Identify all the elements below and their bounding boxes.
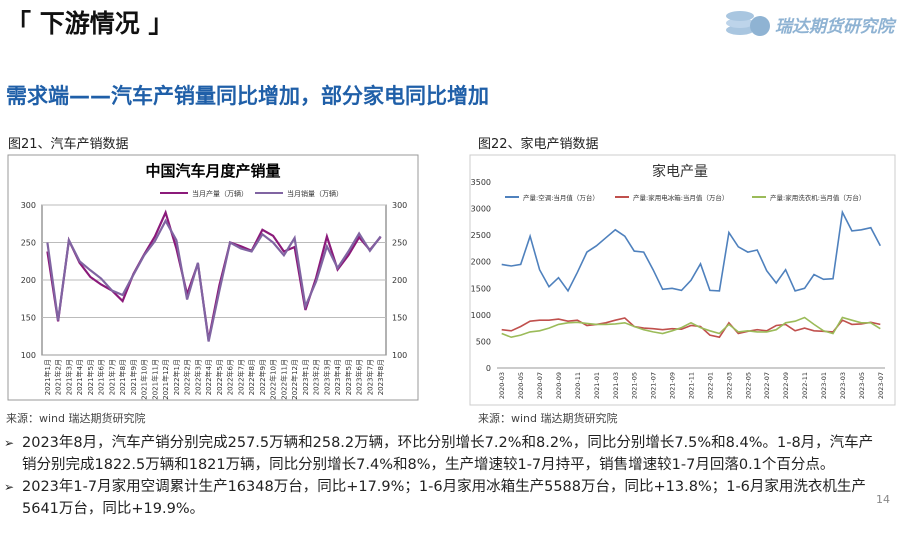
bullet: 2023年8月，汽车产销分别完成257.5万辆和258.2万辆，环比分别增长7.… — [4, 432, 884, 476]
x-tick-label: 2023年8月 — [376, 359, 385, 395]
x-tick-label: 2022-03 — [725, 372, 733, 399]
x-tick-label: 2021-05 — [631, 372, 639, 399]
x-tick-label: 2021-09 — [669, 372, 677, 399]
y2-tick-label: 150 — [392, 314, 407, 323]
x-tick-label: 2023-03 — [839, 372, 847, 399]
y-tick-label: 150 — [21, 314, 36, 323]
x-tick-label: 2022年2月 — [183, 359, 192, 395]
legend-label: 当月产量（万辆） — [192, 189, 248, 198]
legend-label: 当月销量（万辆） — [287, 189, 343, 198]
data-line — [501, 209, 882, 293]
x-tick-label: 2021-03 — [612, 372, 620, 399]
x-tick-label: 2022年3月 — [193, 359, 202, 395]
data-line — [501, 316, 881, 339]
x-tick-label: 2021-11 — [688, 372, 696, 399]
x-tick-label: 2021年9月 — [129, 359, 138, 395]
x-tick-label: 2021年8月 — [118, 359, 127, 395]
source: 来源：wind 瑞达期货研究院 — [6, 412, 146, 425]
x-tick-label: 2023-05 — [858, 372, 866, 399]
data-line — [46, 218, 382, 342]
page-number: 14 — [876, 493, 890, 506]
section-title: 「 下游情况 」 — [6, 9, 174, 38]
x-tick-label: 2021年5月 — [86, 359, 95, 395]
x-tick-label: 2023年2月 — [312, 359, 321, 395]
y-tick-label: 250 — [21, 239, 36, 248]
y-tick-label: 500 — [476, 337, 491, 346]
y2-tick-label: 250 — [392, 239, 407, 248]
y-tick-label: 3500 — [471, 178, 491, 187]
x-tick-label: 2023年3月 — [322, 359, 331, 395]
x-tick-label: 2020-03 — [498, 372, 506, 399]
x-tick-label: 2023年4月 — [333, 359, 342, 395]
x-tick-label: 2021年3月 — [64, 359, 73, 395]
x-tick-label: 2023年5月 — [344, 359, 353, 395]
x-tick-label: 2022-07 — [763, 372, 771, 399]
x-tick-label: 2023年1月 — [301, 359, 310, 395]
x-tick-label: 2021年1月 — [43, 359, 52, 395]
x-tick-label: 2022年1月 — [172, 359, 181, 395]
source: 来源：wind 瑞达期货研究院 — [478, 412, 618, 425]
y2-tick-label: 100 — [392, 351, 407, 360]
y-tick-label: 1500 — [471, 284, 491, 293]
y-tick-label: 0 — [486, 364, 491, 373]
figure-caption: 图22、家电产销数据 — [478, 137, 599, 152]
y-tick-label: 3000 — [471, 205, 491, 214]
logo-text: 瑞达期货研究院 — [775, 17, 894, 37]
y-tick-label: 2000 — [471, 258, 491, 267]
x-tick-label: 2022年12月 — [290, 359, 299, 400]
legend-label: 产量:家用电冰箱:当月值（万台） — [633, 193, 728, 202]
subtitle: 需求端——汽车产销量同比增加，部分家电同比增加 — [6, 84, 489, 108]
x-tick-label: 2021年2月 — [54, 359, 63, 395]
x-tick-label: 2022年11月 — [279, 359, 288, 400]
charts: 中国汽车月度产销量 家电产量 100 150 200 250 300 100 150 200 2… — [7, 154, 896, 406]
x-tick-label: 2022-11 — [801, 372, 809, 399]
x-tick-label: 2022-01 — [706, 372, 714, 399]
legend-label: 产量:家用洗衣机:当月值（万台） — [770, 193, 865, 202]
x-tick-label: 2021-01 — [593, 372, 601, 399]
x-tick-label: 2022年6月 — [226, 359, 235, 395]
y-tick-label: 100 — [21, 351, 36, 360]
x-tick-label: 2021-07 — [650, 372, 658, 399]
chart-title: 中国汽车月度产销量 — [145, 162, 280, 180]
y-tick-label: 300 — [21, 201, 36, 210]
x-tick-label: 2020-09 — [555, 372, 563, 399]
x-tick-label: 2023年7月 — [365, 359, 374, 395]
x-tick-label: 2022年7月 — [236, 359, 245, 395]
y-tick-label: 2500 — [471, 231, 491, 240]
legend-label: 产量:空调:当月值（万台） — [523, 193, 599, 202]
y2-tick-label: 200 — [392, 276, 407, 285]
x-tick-label: 2022-05 — [744, 372, 752, 399]
chart-title: 家电产量 — [652, 163, 708, 180]
chart-frame — [7, 154, 419, 401]
x-tick-label: 2022年4月 — [204, 359, 213, 395]
x-tick-label: 2020-05 — [517, 372, 525, 399]
y-tick-label: 1000 — [471, 311, 491, 320]
x-tick-label: 2021年10月 — [140, 359, 149, 400]
x-tick-label: 2021年7月 — [107, 359, 116, 395]
x-tick-label: 2022年5月 — [215, 359, 224, 395]
x-tick-label: 2020-07 — [536, 372, 544, 399]
bullets: 2023年8月，汽车产销分别完成257.5万辆和258.2万辆，环比分别增长7.… — [4, 432, 884, 520]
x-tick-label: 2022年8月 — [247, 359, 256, 395]
x-tick-label: 2021年12月 — [161, 359, 170, 400]
x-tick-label: 2021年11月 — [150, 359, 159, 400]
x-tick-label: 2022年9月 — [258, 359, 267, 395]
y2-tick-label: 300 — [392, 201, 407, 210]
bullet: 2023年1-7月家用空调累计生产16348万台，同比+17.9%；1-6月家用… — [4, 476, 884, 520]
x-tick-label: 2022年10月 — [269, 359, 278, 400]
figure-caption: 图21、汽车产销数据 — [8, 137, 129, 152]
x-tick-label: 2022-09 — [782, 372, 790, 399]
x-tick-label: 2021年6月 — [97, 359, 106, 395]
logo-icon — [726, 11, 770, 36]
x-tick-label: 2021年4月 — [75, 359, 84, 395]
data-line — [501, 317, 881, 339]
x-tick-label: 2023-07 — [877, 372, 885, 399]
y-tick-label: 200 — [21, 276, 36, 285]
x-tick-label: 2023-01 — [820, 372, 828, 399]
x-tick-label: 2023年6月 — [355, 359, 364, 395]
x-tick-label: 2020-11 — [574, 372, 582, 399]
